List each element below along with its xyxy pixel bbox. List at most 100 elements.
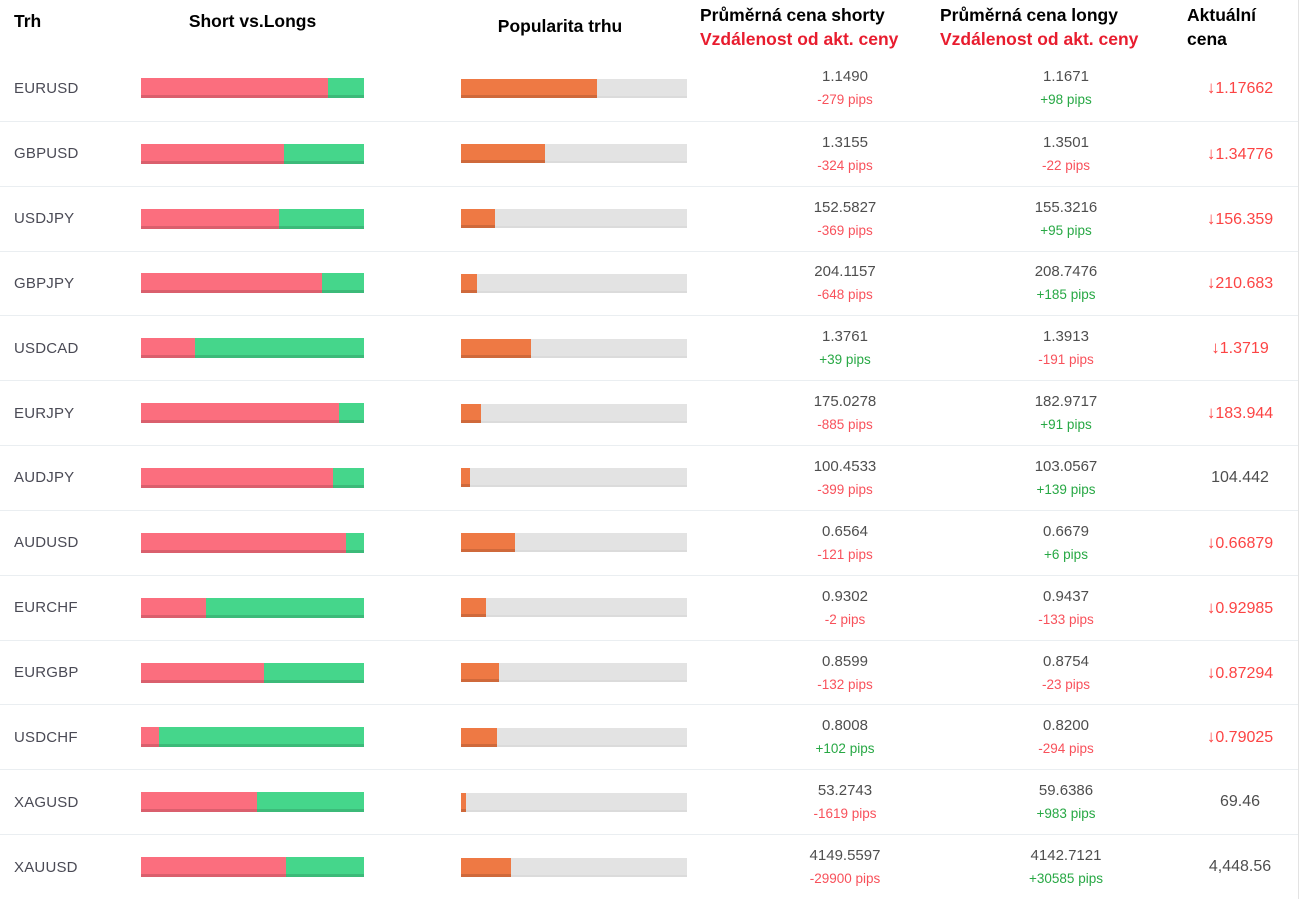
short-price-cell: 1.3155 -324 pips <box>687 134 1003 174</box>
table-row: EURUSD 1.1490 -279 pips 1.1671 +98 pips … <box>0 56 1298 121</box>
short-bar-segment <box>141 792 257 813</box>
table-row: XAUUSD 4149.5597 -29900 pips 4142.7121 +… <box>0 834 1298 899</box>
long-avg-price: 103.0567 <box>1034 457 1098 475</box>
long-pips: -191 pips <box>1038 352 1094 368</box>
actual-price-text: 0.66879 <box>1215 534 1274 552</box>
actual-price-text: 0.92985 <box>1215 599 1274 617</box>
long-pips: +139 pips <box>1036 481 1096 497</box>
long-bar-segment <box>194 338 364 359</box>
popularity-cell <box>364 598 687 618</box>
short-pips: -885 pips <box>817 417 873 433</box>
long-bar-segment <box>332 467 364 488</box>
actual-price-cell: 4,448.56 <box>1129 858 1299 876</box>
short-vs-long-cell <box>141 792 364 813</box>
popularity-bar-fill <box>461 792 466 812</box>
long-avg-price: 0.8200 <box>1043 717 1089 735</box>
popularity-bar-fill <box>461 663 500 683</box>
long-price-cell: 1.1671 +98 pips <box>1003 68 1129 108</box>
short-vs-long-cell <box>141 143 364 164</box>
short-vs-long-cell <box>141 857 364 878</box>
popularity-cell <box>364 727 687 747</box>
actual-price-text: 4,448.56 <box>1208 858 1272 876</box>
price-down-arrow-icon: ↓ <box>1206 143 1216 163</box>
short-avg-price: 0.8599 <box>822 652 868 670</box>
popularity-cell <box>364 273 687 293</box>
short-price-cell: 0.8008 +102 pips <box>687 717 1003 757</box>
short-vs-long-bar <box>141 143 364 164</box>
short-avg-price: 1.3155 <box>822 133 868 151</box>
short-vs-long-bar <box>141 78 364 99</box>
long-avg-price: 59.6386 <box>1038 782 1094 800</box>
short-price-cell: 0.6564 -121 pips <box>687 523 1003 563</box>
actual-price-text: 183.944 <box>1215 405 1274 423</box>
market-label: EURJPY <box>14 404 75 422</box>
popularity-cell <box>364 663 687 683</box>
short-pips: -121 pips <box>817 546 873 562</box>
short-vs-long-cell <box>141 532 364 553</box>
long-bar-segment <box>321 273 364 294</box>
long-price-cell: 1.3501 -22 pips <box>1003 134 1129 174</box>
long-bar-segment <box>339 403 364 424</box>
actual-price-cell: ↓156.359 <box>1129 209 1299 229</box>
header-popularity: Popularita trhu <box>497 16 623 36</box>
actual-price-cell: 104.442 <box>1129 469 1299 487</box>
popularity-cell <box>364 144 687 164</box>
long-price-cell: 0.9437 -133 pips <box>1003 588 1129 628</box>
short-vs-long-bar <box>141 273 364 294</box>
short-bar-segment <box>141 208 280 229</box>
popularity-cell <box>364 533 687 553</box>
market-label: USDCHF <box>14 728 78 746</box>
header-market: Trh <box>14 11 42 31</box>
actual-price-text: 1.17662 <box>1215 80 1274 98</box>
short-pips: -2 pips <box>824 611 866 627</box>
actual-price-cell: ↓0.92985 <box>1129 598 1299 618</box>
long-price-cell: 208.7476 +185 pips <box>1003 263 1129 303</box>
table-header: Trh Short vs.Longs Popularita trhu Průmě… <box>0 0 1298 56</box>
market-label: XAGUSD <box>14 793 79 811</box>
short-bar-segment <box>141 662 264 683</box>
short-vs-long-bar <box>141 597 364 618</box>
price-down-arrow-icon: ↓ <box>1206 78 1216 98</box>
short-vs-long-bar <box>141 208 364 229</box>
short-vs-long-bar <box>141 532 364 553</box>
short-pips: +39 pips <box>819 352 871 368</box>
short-price-cell: 175.0278 -885 pips <box>687 393 1003 433</box>
actual-price-cell: 69.46 <box>1129 793 1299 811</box>
header-avg-short-distance: Vzdálenost od akt. ceny <box>700 29 899 49</box>
table-row: EURCHF 0.9302 -2 pips 0.9437 -133 pips ↓… <box>0 574 1299 640</box>
short-avg-price: 4149.5597 <box>809 847 881 865</box>
short-bar-segment <box>141 338 195 359</box>
long-bar-segment <box>346 532 364 553</box>
actual-price-text: 210.683 <box>1215 275 1274 293</box>
long-avg-price: 0.8754 <box>1043 652 1089 670</box>
long-avg-price: 1.1671 <box>1043 68 1089 86</box>
long-price-cell: 182.9717 +91 pips <box>1003 393 1129 433</box>
price-down-arrow-icon: ↓ <box>1211 338 1220 358</box>
short-pips: -279 pips <box>817 92 873 108</box>
short-avg-price: 100.4533 <box>813 457 877 475</box>
long-price-cell: 0.6679 +6 pips <box>1003 523 1129 563</box>
short-pips: -648 pips <box>817 287 873 303</box>
short-price-cell: 1.1490 -279 pips <box>687 68 1003 108</box>
long-pips: +983 pips <box>1036 806 1096 822</box>
actual-price-cell: ↓0.87294 <box>1129 663 1299 683</box>
long-pips: +91 pips <box>1040 417 1092 433</box>
market-label: EURCHF <box>14 599 78 617</box>
short-price-cell: 4149.5597 -29900 pips <box>687 847 1003 887</box>
popularity-bar-track <box>461 78 687 98</box>
table-row: USDCAD 1.3761 +39 pips 1.3913 -191 pips … <box>0 315 1298 380</box>
long-bar-segment <box>256 792 364 813</box>
short-vs-long-cell <box>141 727 364 748</box>
short-bar-segment <box>141 467 333 488</box>
popularity-bar-fill <box>461 727 498 747</box>
long-price-cell: 4142.7121 +30585 pips <box>1003 847 1129 887</box>
market-label: GBPUSD <box>14 145 79 163</box>
actual-price-text: 1.3719 <box>1219 340 1269 358</box>
popularity-cell <box>364 338 687 358</box>
table-row: USDCHF 0.8008 +102 pips 0.8200 -294 pips… <box>0 704 1298 769</box>
popularity-bar-fill <box>461 533 516 553</box>
popularity-bar-fill <box>461 78 597 98</box>
long-bar-segment <box>279 208 364 229</box>
short-vs-long-bar <box>141 338 364 359</box>
table-row: AUDUSD 0.6564 -121 pips 0.6679 +6 pips ↓… <box>0 509 1298 575</box>
